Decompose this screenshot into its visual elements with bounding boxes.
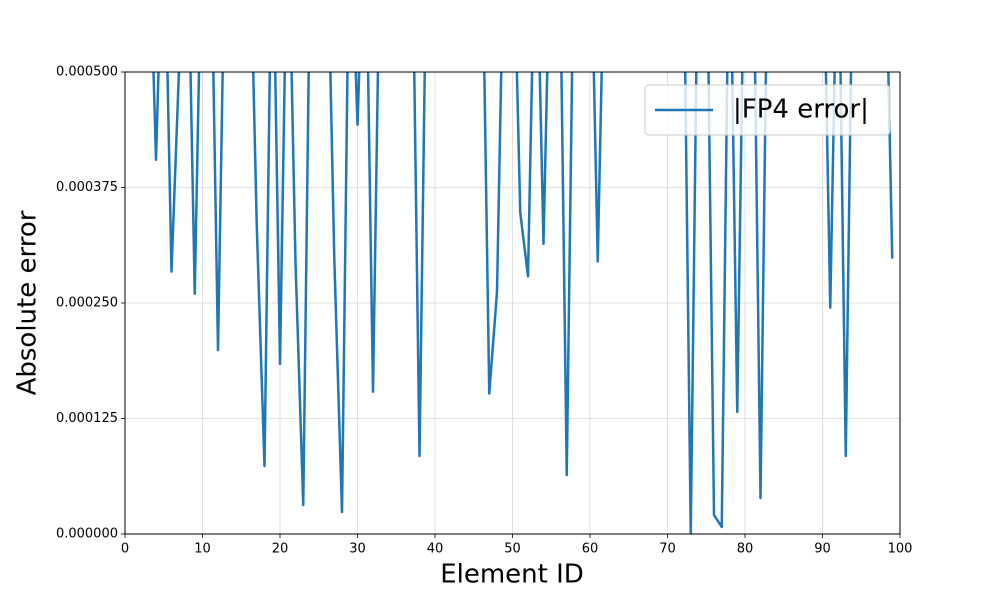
legend: |FP4 error| xyxy=(644,84,891,136)
plot-area xyxy=(152,72,894,534)
x-tick-label: 0 xyxy=(121,542,129,557)
legend-label: |FP4 error| xyxy=(733,95,869,125)
y-tick-label: 0.000500 xyxy=(56,65,118,80)
x-tick-label: 20 xyxy=(272,542,289,557)
data-line xyxy=(152,72,894,534)
x-tick-label: 80 xyxy=(737,542,754,557)
y-tick-label: 0.000250 xyxy=(56,296,118,311)
x-tick-label: 10 xyxy=(194,542,211,557)
x-tick-label: 60 xyxy=(582,542,599,557)
x-axis-label: Element ID xyxy=(440,560,584,590)
y-axis-label: Absolute error xyxy=(13,210,43,395)
y-tick-label: 0.000000 xyxy=(56,527,118,542)
y-tick-label: 0.000375 xyxy=(56,180,118,195)
legend-box xyxy=(644,84,891,136)
x-tick-label: 50 xyxy=(504,542,521,557)
x-tick-label: 40 xyxy=(427,542,444,557)
grid xyxy=(124,71,901,535)
x-tick-label: 100 xyxy=(888,542,913,557)
x-tick-label: 70 xyxy=(659,542,676,557)
x-tick-label: 90 xyxy=(814,542,831,557)
y-tick-label: 0.000125 xyxy=(56,411,118,426)
x-tick-label: 30 xyxy=(349,542,366,557)
